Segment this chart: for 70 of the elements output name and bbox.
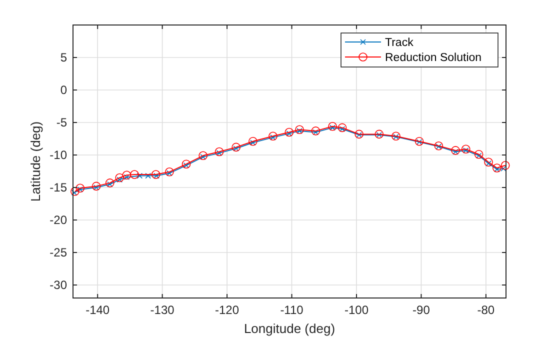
point (286, 130, 292, 136)
point (338, 123, 347, 132)
point (214, 147, 224, 156)
point (182, 160, 191, 168)
y-tick-label: -25 (50, 246, 68, 260)
point (451, 146, 460, 155)
y-tick-label: -15 (50, 180, 68, 194)
point (70, 187, 80, 196)
x-tick-label: -120 (215, 303, 240, 317)
point (151, 170, 160, 179)
point (474, 150, 484, 159)
y-tick-label: -30 (50, 278, 68, 292)
point (154, 172, 160, 179)
point (92, 182, 101, 191)
x-tick-label: -130 (150, 303, 175, 317)
point (200, 154, 206, 160)
point (130, 170, 139, 179)
point (77, 186, 84, 192)
point (116, 176, 122, 183)
point (124, 174, 130, 180)
point (484, 158, 493, 167)
point (145, 172, 151, 179)
legend-label: Reduction Solution (385, 52, 482, 64)
x-tick-label: -140 (86, 303, 110, 317)
point (71, 190, 78, 196)
point (166, 170, 172, 176)
point (165, 168, 174, 176)
point (486, 160, 492, 166)
y-tick-label: 0 (60, 83, 68, 97)
point (312, 129, 319, 136)
point (414, 136, 424, 146)
y-tick-label: -20 (50, 213, 68, 227)
point (93, 184, 100, 190)
y-tick-label: -10 (50, 148, 68, 162)
point (248, 136, 258, 146)
x-tick-label: -90 (412, 303, 430, 317)
point (328, 122, 337, 131)
point (330, 124, 336, 131)
point (250, 140, 256, 146)
x-tick-label: -80 (477, 303, 495, 317)
point (105, 178, 114, 188)
point (198, 151, 208, 160)
y-axis-title: Latitude (deg) (28, 121, 43, 202)
point (296, 128, 302, 134)
y-tick-label: -5 (56, 116, 68, 130)
point (295, 125, 304, 134)
x-tick-label: -110 (280, 303, 304, 317)
point (183, 162, 190, 168)
point (232, 142, 241, 152)
point (311, 126, 320, 136)
point (462, 148, 469, 154)
point (233, 146, 240, 152)
point (76, 184, 85, 193)
point (122, 170, 132, 180)
point (461, 144, 470, 154)
point (268, 132, 278, 141)
point (270, 134, 276, 140)
point (476, 152, 482, 159)
point (216, 150, 222, 156)
x-axis-title: Longitude (deg) (244, 321, 336, 336)
point (452, 148, 458, 155)
y-tick-label: 5 (60, 50, 68, 64)
point (115, 173, 124, 182)
x-tick-label: -100 (344, 303, 369, 317)
point (136, 172, 143, 179)
point (106, 181, 113, 188)
point (284, 128, 294, 137)
point (416, 139, 422, 145)
point (339, 126, 346, 132)
legend-label: Track (385, 37, 414, 49)
